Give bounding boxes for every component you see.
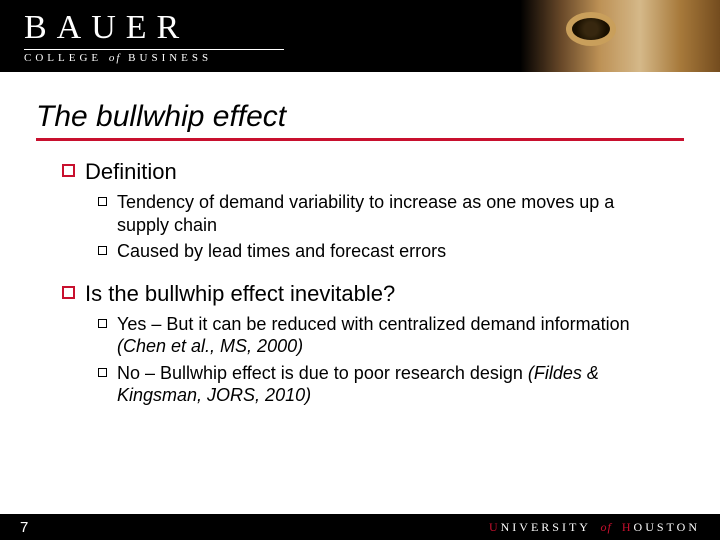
header-banner: BAUER COLLEGE of BUSINESS [0, 0, 720, 72]
footer-bar: UNIVERSITY of HOUSTON [0, 514, 720, 540]
bullet-square-red [62, 164, 75, 177]
item-citation: (Chen et al., MS, 2000) [117, 336, 303, 356]
section-2-items: Yes – But it can be reduced with central… [98, 313, 684, 407]
bauer-wordmark: BAUER [24, 9, 284, 47]
list-item: Yes – But it can be reduced with central… [98, 313, 684, 358]
section-heading-2: Is the bullwhip effect inevitable? [62, 281, 684, 307]
item-text: Yes – But it can be reduced with central… [117, 313, 657, 358]
section-heading-1: Definition [62, 159, 684, 185]
sub-business: BUSINESS [128, 52, 212, 64]
list-item: Caused by lead times and forecast errors [98, 240, 684, 263]
page-number: 7 [20, 519, 28, 536]
item-text: Tendency of demand variability to increa… [117, 191, 657, 236]
cougar-eye [572, 18, 610, 40]
section-1-items: Tendency of demand variability to increa… [98, 191, 684, 263]
bullet-square-black [98, 319, 107, 328]
uh-ouston: OUSTON [634, 520, 700, 534]
bullet-square-black [98, 197, 107, 206]
list-item: No – Bullwhip effect is due to poor rese… [98, 362, 684, 407]
item-main: Yes – But it can be reduced with central… [117, 314, 630, 334]
sub-college: COLLEGE [24, 52, 102, 64]
bullet-square-red [62, 286, 75, 299]
heading-text: Is the bullwhip effect inevitable? [85, 281, 395, 307]
item-main: No – Bullwhip effect is due to poor rese… [117, 363, 528, 383]
uh-of: of [601, 520, 612, 534]
slide-content: The bullwhip effect Definition Tendency … [0, 72, 720, 407]
item-text: Caused by lead times and forecast errors [117, 240, 446, 263]
slide-title: The bullwhip effect [36, 100, 684, 141]
section-1: Definition [62, 159, 684, 185]
bauer-subline: COLLEGE of BUSINESS [24, 52, 284, 64]
sub-of: of [109, 52, 122, 64]
bullet-square-black [98, 368, 107, 377]
bullet-square-black [98, 246, 107, 255]
bauer-logo: BAUER COLLEGE of BUSINESS [0, 9, 284, 64]
uh-wordmark: UNIVERSITY of HOUSTON [489, 520, 700, 535]
uh-h: H [622, 520, 634, 534]
section-2: Is the bullwhip effect inevitable? [62, 281, 684, 307]
logo-divider [24, 49, 284, 50]
uh-u: U [489, 520, 501, 534]
heading-text: Definition [85, 159, 177, 185]
cougar-background [520, 0, 720, 72]
uh-niversity: NIVERSITY [501, 520, 591, 534]
item-text: No – Bullwhip effect is due to poor rese… [117, 362, 657, 407]
list-item: Tendency of demand variability to increa… [98, 191, 684, 236]
